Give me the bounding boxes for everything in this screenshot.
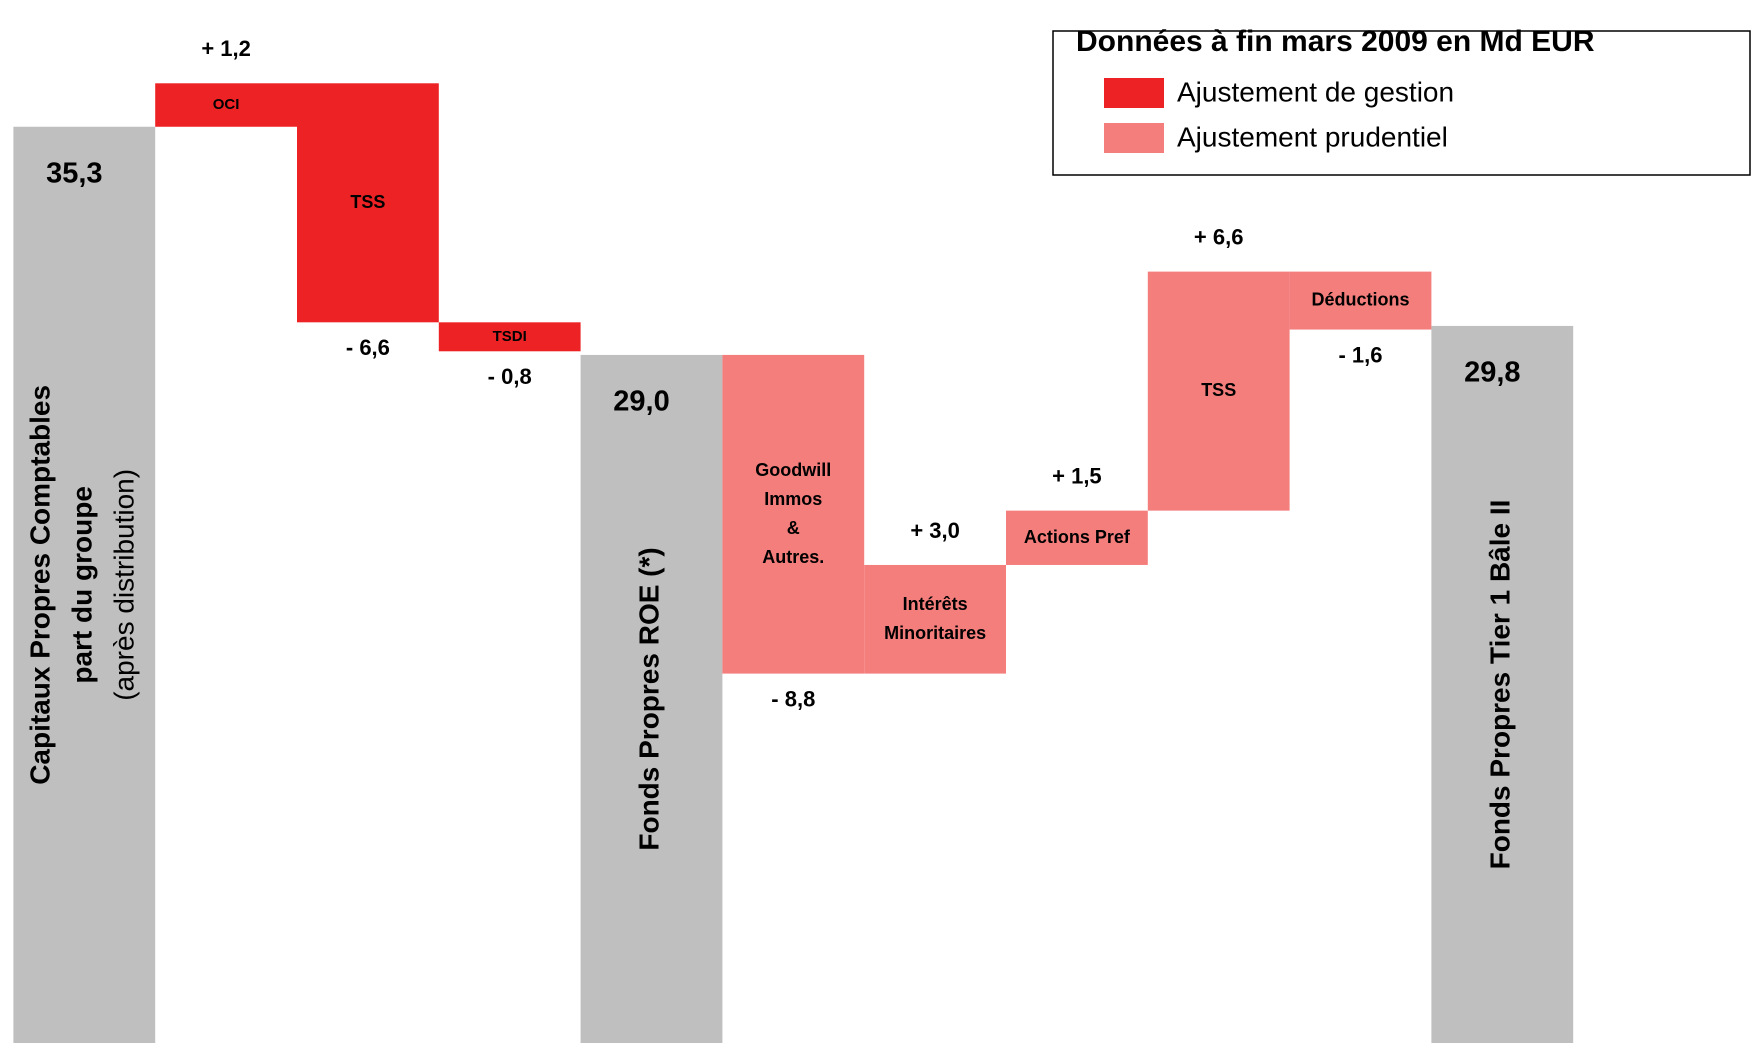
label-line: Autres. [762,547,824,567]
bar-label: Actions Pref [1024,527,1131,547]
delta-bar [722,354,865,674]
delta-bar [297,83,439,323]
label-line: Intérêts [903,594,968,614]
value-label: - 6,6 [346,335,390,360]
value-label: - 8,8 [771,686,815,711]
label-line: Actions Pref [1024,527,1131,547]
label-line: Déductions [1311,289,1409,309]
label-line: (après distribution) [109,469,140,701]
label-line: Minoritaires [884,623,986,643]
label-line: Immos [764,489,822,509]
label-line: TSS [350,192,385,212]
category-label: Fonds Propres ROE (*) [634,547,665,850]
legend-swatch [1104,123,1164,153]
bar-label: Goodwill Immos & Autres. [755,460,831,567]
category-label: Fonds Propres Tier 1 Bâle II [1485,500,1516,870]
bar-label: Déductions [1311,289,1409,309]
total-bar [580,354,723,1043]
value-label: 29,0 [613,386,669,418]
category-label: Capitaux Propres Comptables part du group… [25,385,140,785]
legend-label: Ajustement prudentiel [1177,121,1448,152]
total-bar [13,126,156,1043]
delta-bar [1147,271,1290,511]
label-line: Capitaux Propres Comptables [25,385,56,785]
label-line: Fonds Propres Tier 1 Bâle II [1485,500,1516,870]
label-line: Goodwill [755,460,831,480]
value-label: + 1,2 [201,36,251,61]
delta-bar [438,322,581,352]
label-line: TSS [1201,380,1236,400]
value-label: + 3,0 [910,518,960,543]
label-line: part du groupe [67,486,98,684]
legend-swatch [1104,78,1164,108]
delta-bar [155,83,297,127]
bar-label: TSS [1201,380,1236,400]
value-label: 35,3 [46,157,102,189]
label-line: OCI [213,96,240,113]
legend-title: Données à fin mars 2009 en Md EUR [1076,25,1595,58]
delta-bar [1006,510,1148,565]
legend-box [1052,30,1751,176]
delta-bar [1289,271,1432,330]
delta-bar [864,564,1006,674]
value-label: 29,8 [1464,357,1520,389]
legend-label: Ajustement de gestion [1177,76,1454,107]
bar-label: OCI [213,96,240,113]
label-line: TSDI [493,328,527,345]
value-label: + 1,5 [1052,463,1102,488]
value-label: - 0,8 [488,364,532,389]
bar-label: Intérêts Minoritaires [884,594,986,643]
total-bar [1431,325,1574,1043]
value-label: - 1,6 [1338,342,1382,367]
label-line: Fonds Propres ROE (*) [634,547,665,850]
value-label: + 6,6 [1194,224,1244,249]
bar-label: TSDI [493,328,527,345]
label-line: & [787,518,800,538]
bar-label: TSS [350,192,385,212]
